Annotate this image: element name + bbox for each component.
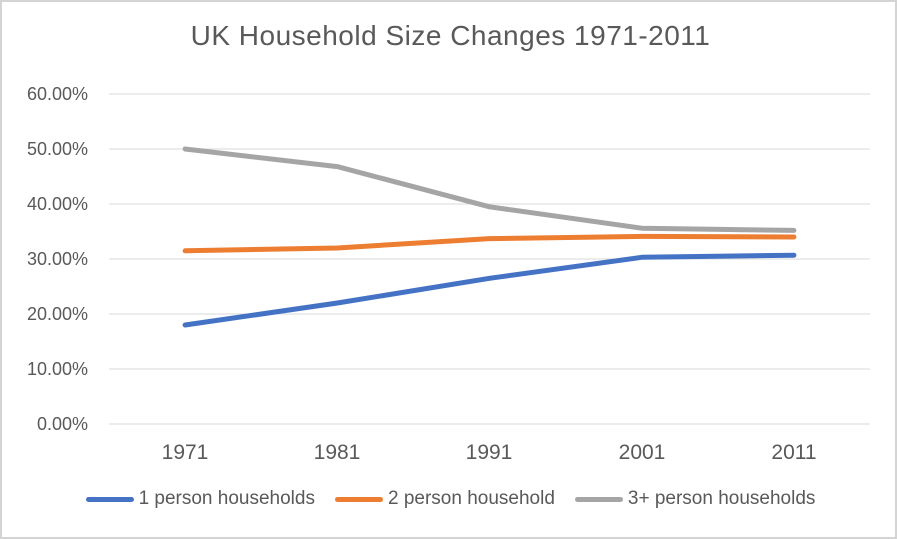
y-axis-tick-label: 10.00% xyxy=(26,359,88,379)
legend-label: 3+ person households xyxy=(627,488,816,509)
series-line-3plus-person-households xyxy=(182,146,797,233)
series-line-1-person-households xyxy=(182,252,797,328)
y-axis-tick-label: 60.00% xyxy=(26,84,88,104)
x-axis-tick-label: 1981 xyxy=(313,441,361,464)
legend-item: 2 person household xyxy=(334,487,555,511)
y-axis-tick-label: 40.00% xyxy=(26,194,88,214)
x-axis-tick-label: 2011 xyxy=(771,441,817,464)
legend-label: 1 person households xyxy=(138,488,315,509)
chart-legend: 1 person households 2 person household 3… xyxy=(2,483,895,515)
series-line-2-person-household xyxy=(182,233,797,254)
legend-swatch-2-person xyxy=(334,496,383,502)
legend-label: 2 person household xyxy=(387,488,555,509)
chart-title: UK Household Size Changes 1971-2011 xyxy=(190,20,711,51)
x-axis-tick-label: 1991 xyxy=(465,441,513,464)
legend-item: 1 person households xyxy=(85,487,315,511)
x-axis-tick-label: 2001 xyxy=(618,441,666,464)
gridlines xyxy=(109,93,870,425)
legend-item: 3+ person households xyxy=(574,487,816,511)
y-axis-tick-label: 30.00% xyxy=(26,249,88,269)
x-axis-tick-label: 1971 xyxy=(161,441,209,464)
legend-swatch-3plus-person xyxy=(574,496,623,502)
y-axis-tick-label: 20.00% xyxy=(26,304,88,324)
legend-swatch-1-person xyxy=(85,496,134,502)
y-axis-tick-label: 0.00% xyxy=(36,414,88,434)
y-axis-tick-label: 50.00% xyxy=(26,139,88,159)
